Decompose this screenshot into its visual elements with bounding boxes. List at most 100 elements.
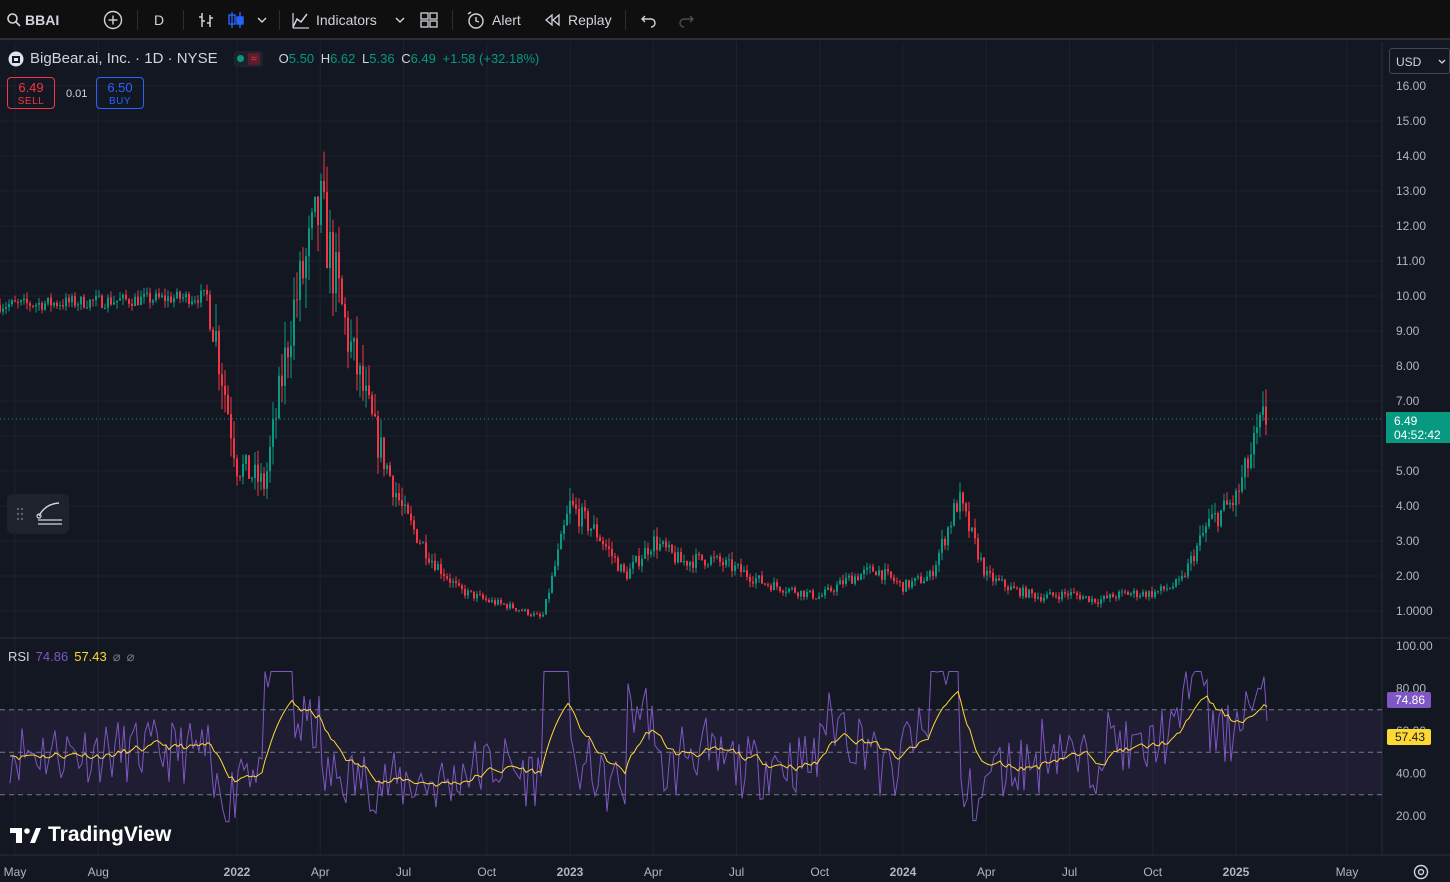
candle-body — [206, 289, 208, 295]
candle-body — [755, 578, 757, 584]
tradingview-logo[interactable]: TradingView — [10, 823, 171, 847]
candle-body — [50, 297, 52, 306]
candle-body — [488, 599, 490, 603]
candle-body — [227, 394, 229, 414]
candle-body — [278, 375, 280, 419]
time-axis-label: Aug — [88, 865, 109, 879]
indicators-button[interactable]: Indicators — [291, 0, 377, 40]
candle-body — [293, 299, 295, 346]
candle-body — [593, 524, 595, 529]
symbol-title[interactable]: BigBear.ai, Inc. · 1D · NYSE — [30, 50, 218, 67]
candle-body — [284, 347, 286, 386]
candle-body — [866, 567, 868, 570]
candle-body — [1235, 490, 1237, 506]
candle-body — [1013, 586, 1015, 589]
time-axis-label: Jul — [396, 865, 411, 879]
undo-button[interactable] — [640, 0, 658, 40]
brand-name: TradingView — [48, 823, 172, 846]
candle-body — [272, 419, 274, 447]
price-axis-label: 5.00 — [1396, 464, 1420, 478]
alert-button[interactable]: Alert — [465, 0, 521, 40]
market-status[interactable]: ≈ — [233, 50, 263, 67]
rsi-ma-value: 57.43 — [74, 649, 107, 664]
change-value: +1.58 (+32.18%) — [442, 51, 540, 66]
candle-body — [1196, 545, 1198, 562]
candle-body — [140, 296, 142, 305]
replay-button[interactable]: Replay — [544, 0, 612, 40]
candle-body — [191, 301, 193, 304]
candle-body — [1103, 595, 1105, 600]
candle-body — [209, 294, 211, 330]
rsi-label[interactable]: RSI — [8, 649, 30, 664]
delay-icon: ≈ — [247, 52, 260, 65]
candle-body — [53, 302, 55, 306]
candle-body — [890, 571, 892, 578]
bar-style-button[interactable] — [197, 0, 215, 40]
buy-label: BUY — [108, 96, 132, 107]
candle-body — [485, 598, 487, 600]
candle-body — [1043, 597, 1045, 601]
buy-button[interactable]: 6.50 BUY — [96, 77, 144, 109]
candle-body — [1160, 586, 1162, 591]
candle-body — [386, 465, 388, 470]
candle-body — [476, 594, 478, 599]
candle-body — [683, 560, 685, 563]
interval-button[interactable]: D — [154, 12, 165, 28]
candle-body — [857, 576, 859, 580]
candle-body — [251, 478, 253, 480]
candle-body — [26, 298, 28, 304]
chart-area[interactable] — [0, 42, 1450, 881]
candle-body — [632, 561, 634, 569]
candle-body — [497, 599, 499, 605]
symbol-search[interactable]: BBAI — [6, 0, 59, 40]
candle-body — [287, 347, 289, 358]
candle-body — [203, 289, 205, 291]
candle-body — [623, 564, 625, 572]
candle-body — [1259, 414, 1261, 428]
candle-body — [281, 375, 283, 386]
currency-select[interactable]: USD — [1389, 48, 1450, 74]
sell-button[interactable]: 6.49 SELL — [7, 77, 55, 109]
candle-body — [470, 590, 472, 592]
drawing-toolbar-toggle[interactable] — [7, 494, 69, 534]
indicators-dropdown[interactable] — [394, 0, 406, 40]
chart-type-dropdown[interactable] — [256, 0, 268, 40]
candle-body — [1238, 490, 1240, 492]
candle-body — [1208, 518, 1210, 527]
candle-body — [566, 513, 568, 526]
candle-body — [1097, 602, 1099, 604]
candle-body — [902, 582, 904, 592]
candle-body — [1205, 526, 1207, 533]
candle-body — [1112, 594, 1114, 598]
price-axis-label: 7.00 — [1396, 394, 1420, 408]
candle-body — [836, 584, 838, 592]
candle-body — [824, 589, 826, 596]
compare-symbol-button[interactable] — [103, 0, 123, 40]
candle-body — [395, 493, 397, 498]
candle-body — [32, 305, 34, 307]
candle-body — [656, 536, 658, 551]
candle-body — [1250, 454, 1252, 469]
candle-body — [329, 231, 331, 269]
candle-body — [17, 301, 19, 303]
candle-body — [944, 538, 946, 546]
candle-body — [374, 413, 376, 417]
candle-body — [68, 297, 70, 303]
layout-button[interactable] — [419, 0, 439, 40]
candle-body — [1229, 502, 1231, 505]
candle-body — [506, 604, 508, 609]
candle-body — [554, 566, 556, 576]
candle-body — [725, 559, 727, 566]
candle-body — [428, 558, 430, 563]
candle-body — [416, 529, 418, 543]
candle-body — [611, 548, 613, 557]
candle-body — [515, 608, 517, 611]
settings-gear-icon[interactable] — [1411, 862, 1431, 882]
candles-style-button[interactable] — [226, 0, 246, 40]
candle-body — [911, 581, 913, 588]
candle-body — [158, 293, 160, 298]
redo-button[interactable] — [677, 0, 695, 40]
rewind-icon — [544, 13, 560, 27]
candle-body — [1100, 599, 1102, 604]
